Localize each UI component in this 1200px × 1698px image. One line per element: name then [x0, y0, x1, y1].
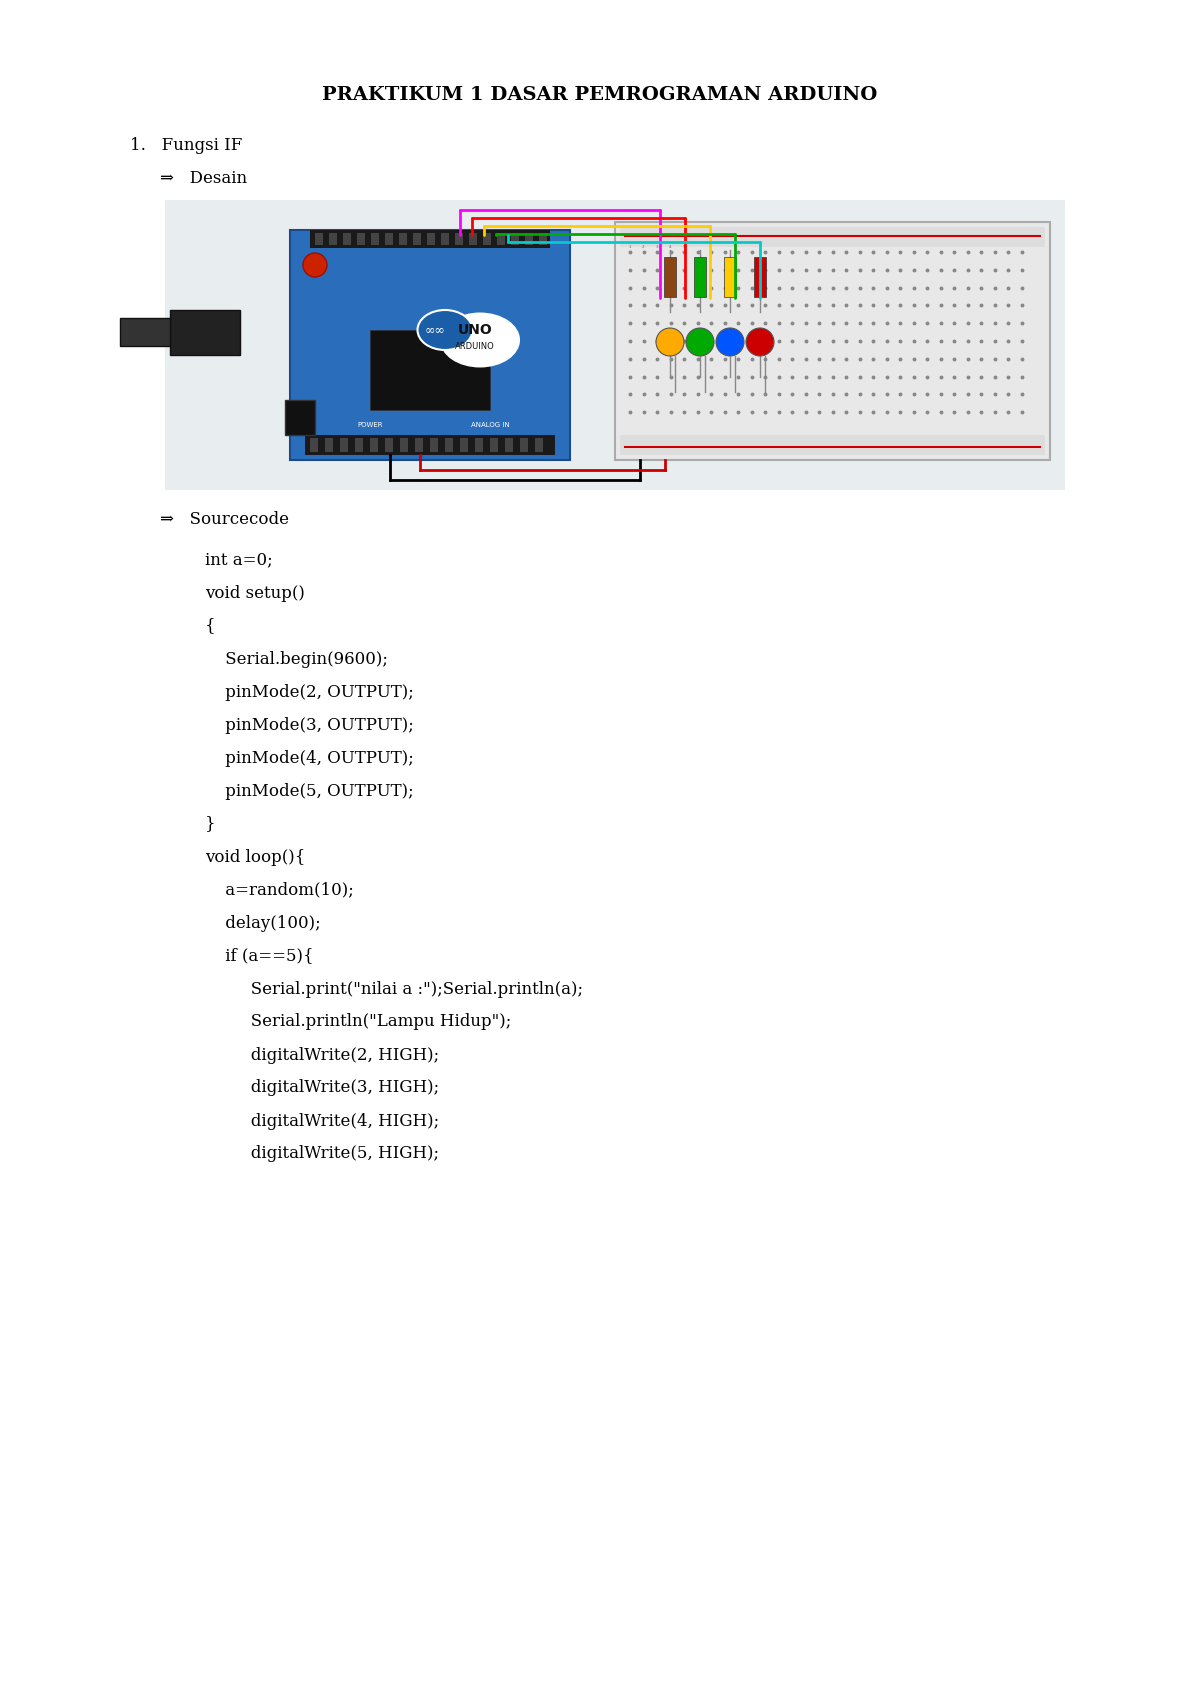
- Text: {: {: [205, 618, 216, 635]
- Text: void setup(): void setup(): [205, 584, 305, 601]
- Text: Serial.print("nilai a :");Serial.println(a);: Serial.print("nilai a :");Serial.println…: [235, 980, 583, 997]
- Bar: [539, 233, 547, 245]
- Bar: [400, 438, 408, 452]
- Circle shape: [746, 328, 774, 357]
- Text: }: }: [205, 815, 216, 832]
- Bar: [314, 233, 323, 245]
- Text: 3: 3: [655, 245, 659, 250]
- Text: POWER: POWER: [358, 423, 383, 428]
- Text: 2: 2: [642, 245, 644, 250]
- Bar: [475, 438, 482, 452]
- Bar: [664, 256, 676, 297]
- Bar: [620, 435, 1045, 455]
- Text: if (a==5){: if (a==5){: [220, 947, 313, 964]
- Bar: [445, 438, 454, 452]
- Text: 1: 1: [629, 245, 631, 250]
- Text: digitalWrite(5, HIGH);: digitalWrite(5, HIGH);: [235, 1146, 439, 1163]
- Text: 5: 5: [683, 245, 685, 250]
- Text: ⇒   Sourcecode: ⇒ Sourcecode: [160, 511, 289, 528]
- Text: Serial.begin(9600);: Serial.begin(9600);: [220, 650, 388, 667]
- Bar: [120, 318, 170, 346]
- Bar: [460, 438, 468, 452]
- Bar: [455, 233, 463, 245]
- Bar: [340, 438, 348, 452]
- Text: ARDUINO: ARDUINO: [455, 341, 494, 350]
- Bar: [694, 256, 706, 297]
- Text: ANALOG IN: ANALOG IN: [470, 423, 509, 428]
- Text: int a=0;: int a=0;: [205, 552, 272, 569]
- Bar: [442, 233, 449, 245]
- Ellipse shape: [440, 312, 520, 367]
- Text: pinMode(4, OUTPUT);: pinMode(4, OUTPUT);: [220, 749, 414, 766]
- Bar: [325, 438, 334, 452]
- Text: pinMode(2, OUTPUT);: pinMode(2, OUTPUT);: [220, 684, 414, 701]
- Circle shape: [302, 253, 326, 277]
- Bar: [482, 233, 491, 245]
- Text: PRAKTIKUM 1 DASAR PEMROGRAMAN ARDUINO: PRAKTIKUM 1 DASAR PEMROGRAMAN ARDUINO: [323, 87, 877, 104]
- Bar: [427, 233, 436, 245]
- Text: ∞∞: ∞∞: [425, 324, 445, 336]
- Bar: [358, 233, 365, 245]
- Bar: [370, 438, 378, 452]
- Bar: [469, 233, 478, 245]
- Bar: [505, 438, 514, 452]
- Bar: [329, 233, 337, 245]
- Ellipse shape: [418, 311, 473, 350]
- Bar: [310, 229, 550, 248]
- Bar: [385, 233, 394, 245]
- Text: 4: 4: [670, 245, 672, 250]
- Circle shape: [656, 328, 684, 357]
- Bar: [286, 401, 314, 435]
- Bar: [724, 256, 736, 297]
- Bar: [535, 438, 542, 452]
- Bar: [490, 438, 498, 452]
- Bar: [520, 438, 528, 452]
- Bar: [754, 256, 766, 297]
- Bar: [415, 438, 424, 452]
- Bar: [497, 233, 505, 245]
- Bar: [398, 233, 407, 245]
- Text: pinMode(5, OUTPUT);: pinMode(5, OUTPUT);: [220, 783, 414, 800]
- Text: Serial.println("Lampu Hidup");: Serial.println("Lampu Hidup");: [235, 1014, 511, 1031]
- Text: ⇒   Desain: ⇒ Desain: [160, 170, 247, 187]
- Text: pinMode(3, OUTPUT);: pinMode(3, OUTPUT);: [220, 717, 414, 734]
- Text: UNO: UNO: [457, 323, 492, 336]
- Bar: [370, 329, 490, 409]
- Bar: [371, 233, 379, 245]
- Bar: [413, 233, 421, 245]
- Bar: [616, 222, 1050, 460]
- Circle shape: [686, 328, 714, 357]
- Bar: [166, 200, 1066, 491]
- Text: delay(100);: delay(100);: [220, 915, 320, 932]
- Text: 1.   Fungsi IF: 1. Fungsi IF: [130, 136, 242, 153]
- Bar: [355, 438, 364, 452]
- Text: void loop(){: void loop(){: [205, 849, 305, 866]
- Text: digitalWrite(3, HIGH);: digitalWrite(3, HIGH);: [235, 1080, 439, 1097]
- Bar: [511, 233, 520, 245]
- Text: digitalWrite(4, HIGH);: digitalWrite(4, HIGH);: [235, 1112, 439, 1129]
- Circle shape: [716, 328, 744, 357]
- Bar: [385, 438, 394, 452]
- Bar: [305, 435, 554, 455]
- Bar: [526, 233, 533, 245]
- Text: digitalWrite(2, HIGH);: digitalWrite(2, HIGH);: [235, 1046, 439, 1063]
- Bar: [620, 228, 1045, 246]
- Bar: [343, 233, 352, 245]
- Bar: [310, 438, 318, 452]
- Bar: [170, 311, 240, 355]
- Text: a=random(10);: a=random(10);: [220, 881, 354, 898]
- Bar: [430, 438, 438, 452]
- Bar: [290, 229, 570, 460]
